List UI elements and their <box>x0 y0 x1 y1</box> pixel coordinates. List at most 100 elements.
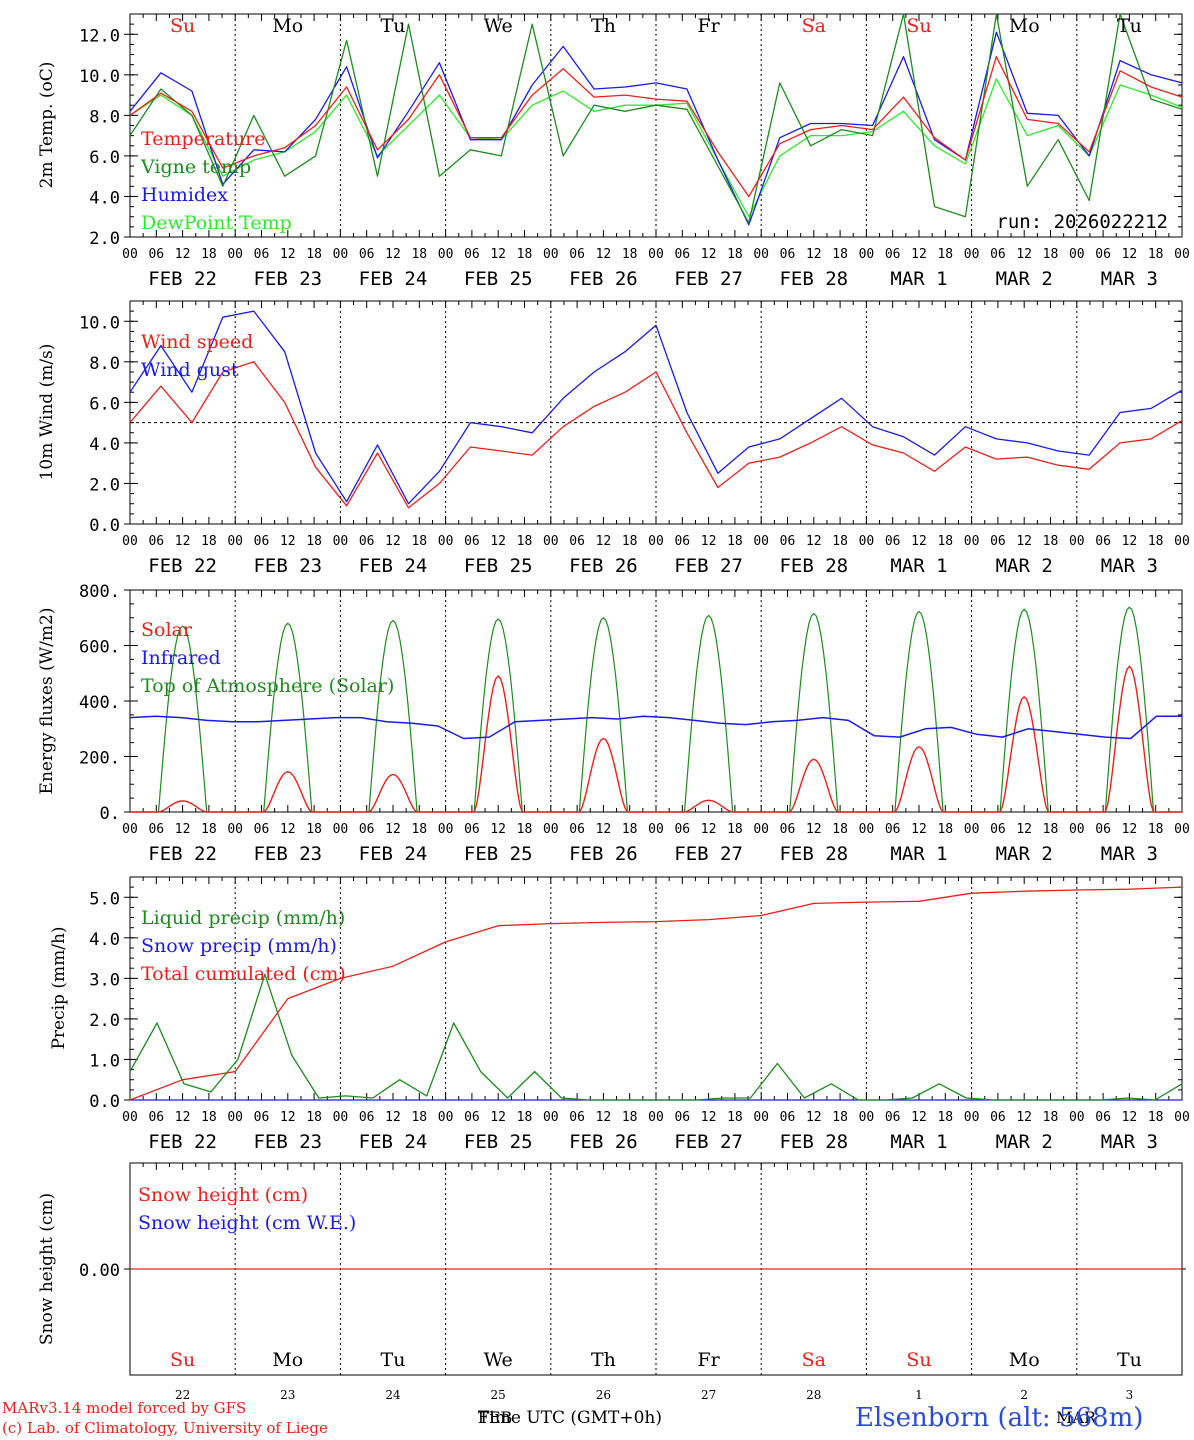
hour-tick-label: 18 <box>1043 1110 1059 1125</box>
date-label: FEB 27 <box>674 843 743 865</box>
hour-tick-label: 12 <box>490 822 506 837</box>
date-label: FEB 27 <box>674 1131 743 1153</box>
hour-tick-label: 06 <box>674 1110 690 1125</box>
hour-tick-label: 12 <box>1016 1110 1032 1125</box>
hour-tick-label: 18 <box>937 247 953 262</box>
date-label: FEB 26 <box>569 1131 638 1153</box>
hour-tick-label: 00 <box>1174 1110 1190 1125</box>
hour-tick-label: 00 <box>859 822 875 837</box>
day-name-top: Tu <box>381 15 406 37</box>
hour-tick-label: 18 <box>622 534 638 549</box>
hour-tick-label: 12 <box>385 247 401 262</box>
hour-tick-label: 12 <box>701 247 717 262</box>
hour-tick-label: 18 <box>517 822 533 837</box>
hour-tick-label: 12 <box>280 534 296 549</box>
hour-tick-label: 00 <box>227 822 243 837</box>
hour-tick-label: 18 <box>201 247 217 262</box>
y-axis-label: Snow height (cm) <box>37 1193 57 1345</box>
hour-tick-label: 12 <box>911 822 927 837</box>
date-label: FEB 25 <box>464 843 533 865</box>
hour-tick-label: 00 <box>1069 1110 1085 1125</box>
hour-tick-label: 18 <box>622 247 638 262</box>
y-tick-label: 2.0 <box>89 229 120 249</box>
hour-tick-label: 12 <box>806 247 822 262</box>
y-tick-label: 5.0 <box>89 889 120 909</box>
hour-tick-label: 00 <box>1069 247 1085 262</box>
hour-tick-label: 06 <box>254 822 270 837</box>
hour-tick-label: 00 <box>438 822 454 837</box>
hour-tick-label: 18 <box>1043 247 1059 262</box>
hour-tick-label: 12 <box>1016 534 1032 549</box>
hour-tick-label: 00 <box>543 247 559 262</box>
y-tick-label: 6.0 <box>89 148 120 168</box>
date-label: FEB 28 <box>779 555 848 577</box>
legend-entry: Snow precip (mm/h) <box>141 935 337 957</box>
legend-entry: Top of Atmosphere (Solar) <box>141 675 394 697</box>
hour-tick-label: 18 <box>622 822 638 837</box>
date-label: MAR 1 <box>890 1131 947 1153</box>
hour-tick-label: 06 <box>885 822 901 837</box>
y-tick-label: 4.0 <box>89 188 120 208</box>
hour-tick-label: 00 <box>964 534 980 549</box>
legend-entry: Vigne temp <box>140 156 251 178</box>
model-credit: MARv3.14 model forced by GFS <box>2 1399 247 1417</box>
day-name-bottom: Su <box>170 1349 195 1371</box>
hour-tick-label: 12 <box>385 1110 401 1125</box>
hour-tick-label: 18 <box>1043 534 1059 549</box>
date-label: FEB 28 <box>779 843 848 865</box>
hour-tick-label: 12 <box>1122 534 1138 549</box>
day-name-bottom: Th <box>591 1349 616 1371</box>
hour-tick-label: 18 <box>517 247 533 262</box>
hour-tick-label: 18 <box>1043 822 1059 837</box>
date-label: MAR 2 <box>996 843 1053 865</box>
date-label: MAR 1 <box>890 843 947 865</box>
hour-tick-label: 06 <box>885 247 901 262</box>
day-number: 3 <box>1126 1388 1134 1402</box>
day-number: 24 <box>385 1388 401 1402</box>
hour-tick-label: 12 <box>701 822 717 837</box>
hour-tick-label: 00 <box>543 1110 559 1125</box>
hour-tick-label: 06 <box>674 822 690 837</box>
hour-tick-label: 06 <box>464 1110 480 1125</box>
date-label: FEB 26 <box>569 843 638 865</box>
day-name-top: Su <box>906 15 931 37</box>
hour-tick-label: 06 <box>1095 534 1111 549</box>
hour-tick-label: 00 <box>227 1110 243 1125</box>
day-number: 26 <box>596 1388 611 1402</box>
hour-tick-label: 18 <box>411 534 427 549</box>
hour-tick-label: 12 <box>1122 1110 1138 1125</box>
hour-tick-label: 06 <box>464 247 480 262</box>
hour-tick-label: 18 <box>411 1110 427 1125</box>
day-name-top: Sa <box>802 15 826 37</box>
hour-tick-label: 06 <box>569 247 585 262</box>
date-label: MAR 3 <box>1101 843 1158 865</box>
hour-tick-label: 06 <box>359 822 375 837</box>
legend-entry: DewPoint Temp <box>141 212 292 234</box>
hour-tick-label: 00 <box>333 1110 349 1125</box>
hour-tick-label: 06 <box>359 247 375 262</box>
hour-tick-label: 18 <box>306 1110 322 1125</box>
hour-tick-label: 00 <box>543 822 559 837</box>
hour-tick-label: 12 <box>175 247 191 262</box>
hour-tick-label: 18 <box>306 534 322 549</box>
hour-tick-label: 06 <box>569 1110 585 1125</box>
legend-entry: Snow height (cm) <box>138 1184 308 1206</box>
hour-tick-label: 06 <box>254 1110 270 1125</box>
date-label: FEB 22 <box>148 1131 217 1153</box>
hour-tick-label: 18 <box>1148 247 1164 262</box>
hour-tick-label: 12 <box>175 822 191 837</box>
hour-tick-label: 12 <box>385 822 401 837</box>
hour-tick-label: 12 <box>175 1110 191 1125</box>
date-label: FEB 22 <box>148 555 217 577</box>
hour-tick-label: 06 <box>254 534 270 549</box>
hour-tick-label: 12 <box>701 534 717 549</box>
hour-tick-label: 06 <box>990 247 1006 262</box>
station-label: Elsenborn (alt: 568m) <box>855 1403 1144 1433</box>
hour-tick-label: 06 <box>990 1110 1006 1125</box>
series-line-vigne-temp <box>129 13 1183 224</box>
hour-tick-label: 06 <box>148 822 164 837</box>
series-line-solar <box>130 665 1182 813</box>
date-label: MAR 1 <box>890 555 947 577</box>
hour-tick-label: 00 <box>964 822 980 837</box>
hour-tick-label: 06 <box>464 534 480 549</box>
